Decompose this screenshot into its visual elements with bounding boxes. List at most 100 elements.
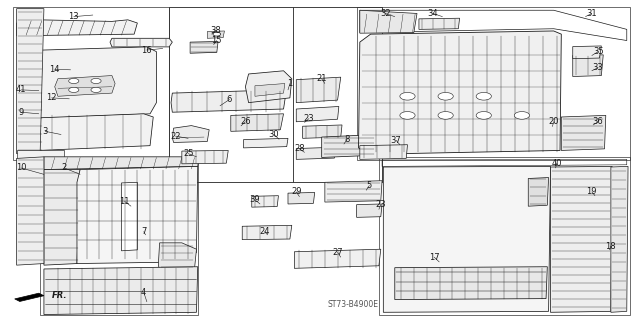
- Polygon shape: [17, 20, 138, 36]
- Text: 40: 40: [552, 159, 562, 168]
- Polygon shape: [77, 166, 197, 264]
- Polygon shape: [271, 88, 287, 96]
- Polygon shape: [44, 157, 199, 170]
- Text: 23: 23: [304, 114, 314, 123]
- Circle shape: [91, 78, 101, 84]
- Text: 8: 8: [345, 135, 350, 144]
- Polygon shape: [243, 138, 288, 148]
- Text: 12: 12: [47, 93, 57, 102]
- Text: 30: 30: [269, 130, 279, 139]
- Polygon shape: [322, 134, 377, 157]
- Polygon shape: [611, 166, 628, 312]
- Polygon shape: [252, 196, 278, 207]
- Bar: [40, 157, 197, 315]
- Polygon shape: [190, 42, 218, 53]
- Circle shape: [400, 92, 415, 100]
- Text: 28: 28: [294, 144, 304, 153]
- Polygon shape: [173, 125, 209, 142]
- Polygon shape: [44, 170, 80, 265]
- Polygon shape: [395, 267, 547, 300]
- Text: 7: 7: [141, 227, 147, 236]
- Text: 2: 2: [62, 164, 67, 172]
- Text: 14: 14: [50, 65, 60, 74]
- Polygon shape: [110, 38, 173, 47]
- Text: 24: 24: [259, 227, 269, 236]
- Polygon shape: [360, 10, 417, 33]
- Polygon shape: [325, 181, 382, 202]
- Text: ST73-B4900E: ST73-B4900E: [328, 300, 379, 309]
- Polygon shape: [55, 76, 115, 96]
- Text: 36: 36: [593, 117, 603, 126]
- Text: 32: 32: [380, 9, 390, 18]
- Text: 9: 9: [18, 108, 24, 117]
- Polygon shape: [303, 125, 342, 138]
- Polygon shape: [31, 114, 154, 150]
- Bar: [169, 7, 382, 182]
- Text: 15: 15: [211, 36, 222, 45]
- Text: 23: 23: [375, 200, 386, 209]
- Text: 29: 29: [291, 188, 301, 196]
- Text: 3: 3: [43, 127, 48, 136]
- Polygon shape: [296, 107, 339, 122]
- Bar: [169, 7, 293, 182]
- Text: 13: 13: [68, 12, 79, 21]
- Polygon shape: [419, 18, 460, 29]
- Text: 34: 34: [427, 9, 438, 18]
- Text: 37: 37: [390, 136, 401, 145]
- Polygon shape: [17, 9, 44, 154]
- Polygon shape: [296, 77, 341, 103]
- Bar: [293, 7, 382, 182]
- Polygon shape: [27, 47, 157, 119]
- Text: 27: 27: [333, 248, 343, 257]
- Text: 31: 31: [587, 9, 597, 18]
- Text: 10: 10: [16, 164, 26, 172]
- Text: 22: 22: [170, 132, 181, 140]
- Text: 33: 33: [593, 63, 603, 72]
- Polygon shape: [17, 157, 44, 265]
- Text: 19: 19: [587, 188, 597, 196]
- Circle shape: [69, 87, 79, 92]
- Circle shape: [476, 92, 491, 100]
- Text: FR.: FR.: [52, 291, 67, 300]
- Polygon shape: [561, 116, 606, 150]
- Circle shape: [438, 92, 454, 100]
- Text: 25: 25: [183, 149, 194, 158]
- Polygon shape: [182, 150, 228, 164]
- Circle shape: [438, 112, 454, 119]
- Polygon shape: [288, 193, 315, 204]
- Text: 6: 6: [227, 95, 233, 104]
- Text: 35: 35: [593, 47, 603, 56]
- Text: 21: 21: [317, 74, 327, 83]
- Circle shape: [400, 112, 415, 119]
- Polygon shape: [357, 204, 382, 217]
- Polygon shape: [383, 166, 550, 312]
- Polygon shape: [359, 31, 561, 154]
- Text: 1: 1: [287, 79, 292, 88]
- Polygon shape: [573, 46, 601, 59]
- Polygon shape: [159, 243, 196, 270]
- Polygon shape: [296, 147, 336, 159]
- Polygon shape: [171, 90, 285, 112]
- Circle shape: [476, 112, 491, 119]
- Text: 4: 4: [141, 288, 147, 297]
- Text: 18: 18: [606, 242, 616, 251]
- Polygon shape: [245, 71, 292, 103]
- Circle shape: [514, 112, 529, 119]
- Polygon shape: [360, 145, 408, 159]
- Bar: [379, 157, 630, 315]
- Polygon shape: [528, 178, 548, 206]
- Text: 20: 20: [548, 117, 559, 126]
- Circle shape: [69, 78, 79, 84]
- Polygon shape: [15, 293, 44, 301]
- Polygon shape: [122, 182, 138, 251]
- Polygon shape: [550, 166, 612, 312]
- Circle shape: [213, 32, 220, 36]
- Polygon shape: [44, 267, 197, 315]
- Polygon shape: [242, 225, 292, 240]
- Text: 16: 16: [141, 45, 152, 55]
- Polygon shape: [255, 84, 285, 96]
- Polygon shape: [573, 55, 603, 76]
- Polygon shape: [294, 249, 381, 268]
- Text: 11: 11: [119, 197, 130, 206]
- Text: 5: 5: [367, 181, 372, 190]
